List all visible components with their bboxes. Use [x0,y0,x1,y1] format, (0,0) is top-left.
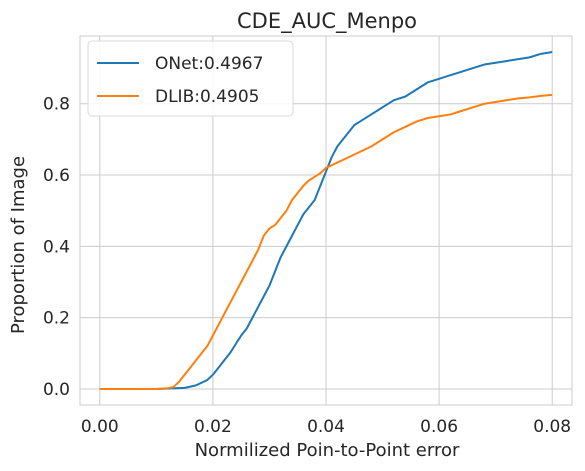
y-tick-labels: 0.0 0.2 0.4 0.6 0.8 [43,95,70,400]
legend-label-onet: ONet:0.4967 [155,54,263,74]
x-tick-label: 0.06 [420,417,458,437]
y-tick-label: 0.6 [43,166,70,186]
y-axis-label: Proportion of Image [8,156,29,334]
series-line-onet [99,51,553,390]
y-tick-label: 0.0 [43,380,70,400]
x-axis-label: Normilized Poin-to-Point error [195,440,460,461]
y-tick-label: 0.2 [43,309,70,329]
y-tick-label: 0.8 [43,95,70,115]
y-tick-label: 0.4 [43,237,70,257]
series-line-dlib [99,93,553,390]
x-tick-label: 0.00 [81,417,119,437]
legend-label-dlib: DLIB:0.4905 [155,87,259,107]
legend: ONet:0.4967 DLIB:0.4905 [87,40,294,117]
chart-title: CDE_AUC_Menpo [237,9,417,34]
series-layer [99,51,553,390]
x-tick-label: 0.08 [533,417,571,437]
x-tick-label: 0.02 [194,417,232,437]
x-tick-labels: 0.00 0.02 0.04 0.06 0.08 [81,417,571,437]
legend-box [87,40,294,117]
plot-frame [79,35,573,406]
x-tick-label: 0.04 [307,417,345,437]
